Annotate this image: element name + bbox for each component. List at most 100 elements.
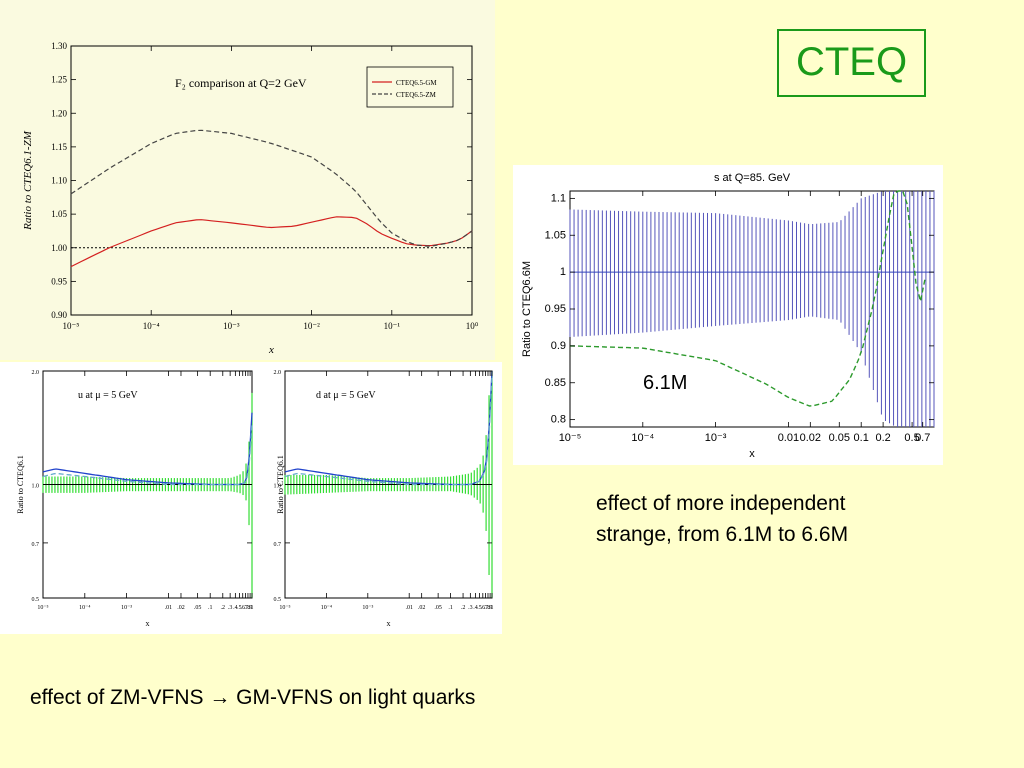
y-tick-label: 0.95 <box>51 276 67 286</box>
x-tick-label: .1 <box>448 605 453 611</box>
right-caption-line-1: effect of more independent <box>596 492 846 515</box>
x-tick-label: 10⁻² <box>303 321 320 331</box>
y-tick-label: 1.05 <box>545 229 566 241</box>
x-tick-label: .9 <box>488 605 493 611</box>
x-tick-label: .5 <box>237 605 242 611</box>
chart-title: u at μ = 5 GeV <box>78 390 138 401</box>
x-tick-label: .4 <box>233 605 238 611</box>
u-quark-chart: 0.5 0.7 1.0 2.0 10⁻⁵ 10⁻⁴ 10⁻³ .01 .02 .05 .1 .2.3.… <box>0 362 262 634</box>
y-tick-label: 0.9 <box>551 340 566 352</box>
y-tick-label: 1.1 <box>551 192 566 204</box>
y-tick-label: 1.15 <box>51 142 67 152</box>
x-tick-label: .8 <box>246 605 251 611</box>
series-line-1 <box>42 423 253 486</box>
x-tick-label: 0.1 <box>854 432 869 444</box>
y-tick-label: 0.85 <box>545 377 566 389</box>
x-tick-label: 10⁰ <box>466 321 479 331</box>
y-axis-label: Ratio to CTEQ6.1 <box>16 455 25 513</box>
y-tick-label: 1.00 <box>51 243 67 253</box>
bottom-caption: effect of ZM-VFNS → GM-VFNS on light qua… <box>30 686 476 709</box>
x-tick-label: 10⁻⁴ <box>321 605 332 611</box>
right-caption-line-2: strange, from 6.1M to 6.6M <box>596 523 849 546</box>
x-tick-label: 0.7 <box>915 432 930 444</box>
x-tick-label: .3 <box>228 605 233 611</box>
x-tick-label: .3 <box>468 605 473 611</box>
x-tick-label: .02 <box>418 605 426 611</box>
x-tick-label: .6 <box>240 605 245 611</box>
d-quark-svg: 0.5 0.7 1.0 2.0 10⁻⁵ 10⁻⁴ 10⁻³ .01 .02 .05 .1 .2.3.… <box>274 370 494 628</box>
y-tick-label: 0.95 <box>545 303 566 315</box>
y-tick-label: 1.20 <box>51 108 67 118</box>
x-tick-label: .8 <box>486 605 491 611</box>
y-tick-label: 1.0 <box>32 484 40 490</box>
x-tick-label: 10⁻⁴ <box>631 432 654 444</box>
series-line-1 <box>70 129 473 247</box>
x-tick-label: 1 <box>491 605 494 611</box>
x-tick-label: 10⁻⁵ <box>279 605 290 611</box>
y-axis-label: Ratio to CTEQ6.1 <box>276 455 285 513</box>
u-quark-svg: 0.5 0.7 1.0 2.0 10⁻⁵ 10⁻⁴ 10⁻³ .01 .02 .05 .1 .2.3.… <box>16 370 254 628</box>
y-tick-label: 0.8 <box>551 414 566 426</box>
chart-title: d at μ = 5 GeV <box>316 390 376 401</box>
x-tick-label: .05 <box>194 605 202 611</box>
x-axis-label: x <box>268 344 274 356</box>
d-quark-chart: 0.5 0.7 1.0 2.0 10⁻⁵ 10⁻⁴ 10⁻³ .01 .02 .05 .1 .2.3.… <box>262 362 502 634</box>
x-axis-label: x <box>146 619 150 628</box>
y-tick-label: 1 <box>560 266 566 278</box>
right-caption: effect of more independent strange, from… <box>596 488 996 550</box>
x-tick-label: 10⁻¹ <box>384 321 401 331</box>
x-tick-label: .01 <box>165 605 173 611</box>
x-tick-label: 10⁻⁵ <box>37 605 48 611</box>
x-axis-label: x <box>387 619 391 628</box>
y-tick-label: 0.5 <box>274 597 282 603</box>
y-tick-label: 2.0 <box>274 370 282 376</box>
f2-comparison-svg: 0.90 0.95 1.00 1.05 1.10 1.15 1.20 1.25 1.30 10⁻⁵… <box>22 41 479 356</box>
y-tick-label: 1.0 <box>274 484 282 490</box>
x-tick-label: .1 <box>208 605 213 611</box>
y-axis-label: Ratio to CTEQ6.1-ZM <box>22 130 34 231</box>
x-tick-label: 0.01 <box>778 432 799 444</box>
x-tick-label: 10⁻⁴ <box>79 605 90 611</box>
x-tick-label: 0.5 <box>904 432 919 444</box>
chart-title: s at Q=85. GeV <box>714 172 791 184</box>
x-axis-label: x <box>749 448 755 460</box>
y-tick-label: 1.10 <box>51 176 67 186</box>
x-tick-label: 10⁻³ <box>705 432 727 444</box>
y-tick-label: 0.7 <box>32 542 40 548</box>
x-tick-label: .7 <box>243 605 248 611</box>
y-tick-label: 2.0 <box>32 370 40 376</box>
x-tick-label: 0.05 <box>829 432 850 444</box>
y-tick-label: 1.25 <box>51 75 67 85</box>
cteq-logo: CTEQ <box>777 29 926 97</box>
annotation-6-1m: 6.1M <box>643 372 687 394</box>
x-tick-label: 10⁻³ <box>121 605 132 611</box>
x-tick-label: 10⁻⁵ <box>559 432 582 444</box>
y-tick-label: 0.90 <box>51 310 67 320</box>
series-line-0 <box>569 190 926 407</box>
series-line-0 <box>42 412 253 486</box>
x-tick-label: 0.02 <box>800 432 821 444</box>
x-tick-label: 10⁻⁴ <box>143 321 160 331</box>
f2-comparison-chart: 0.90 0.95 1.00 1.05 1.10 1.15 1.20 1.25 1.30 10⁻⁵… <box>0 0 495 360</box>
x-tick-label: .02 <box>177 605 185 611</box>
x-tick-label: .05 <box>434 605 442 611</box>
x-tick-label: .9 <box>248 605 253 611</box>
y-axis-label: Ratio to CTEQ6.6M <box>521 261 533 357</box>
x-tick-label: .6 <box>481 605 486 611</box>
x-tick-label: 1 <box>251 605 254 611</box>
legend-box <box>366 66 454 108</box>
y-tick-label: 1.05 <box>51 209 67 219</box>
legend-label: CTEQ6.5-ZM <box>396 91 437 99</box>
x-tick-label: .01 <box>405 605 413 611</box>
y-tick-label: 0.7 <box>274 542 282 548</box>
strange-ratio-chart: 0.8 0.85 0.9 0.95 1 1.05 1.1 10⁻⁵ 10⁻⁴ 10⁻³ 0.01 0.… <box>513 165 943 465</box>
x-tick-label: .2 <box>221 605 226 611</box>
x-tick-label: 0.2 <box>875 432 890 444</box>
legend-label: CTEQ6.5-GM <box>396 79 437 87</box>
series-line-0 <box>70 216 473 268</box>
series-line-1 <box>284 375 493 486</box>
x-tick-label: .2 <box>461 605 466 611</box>
x-tick-label: 10⁻³ <box>223 321 240 331</box>
x-tick-label: .4 <box>473 605 478 611</box>
